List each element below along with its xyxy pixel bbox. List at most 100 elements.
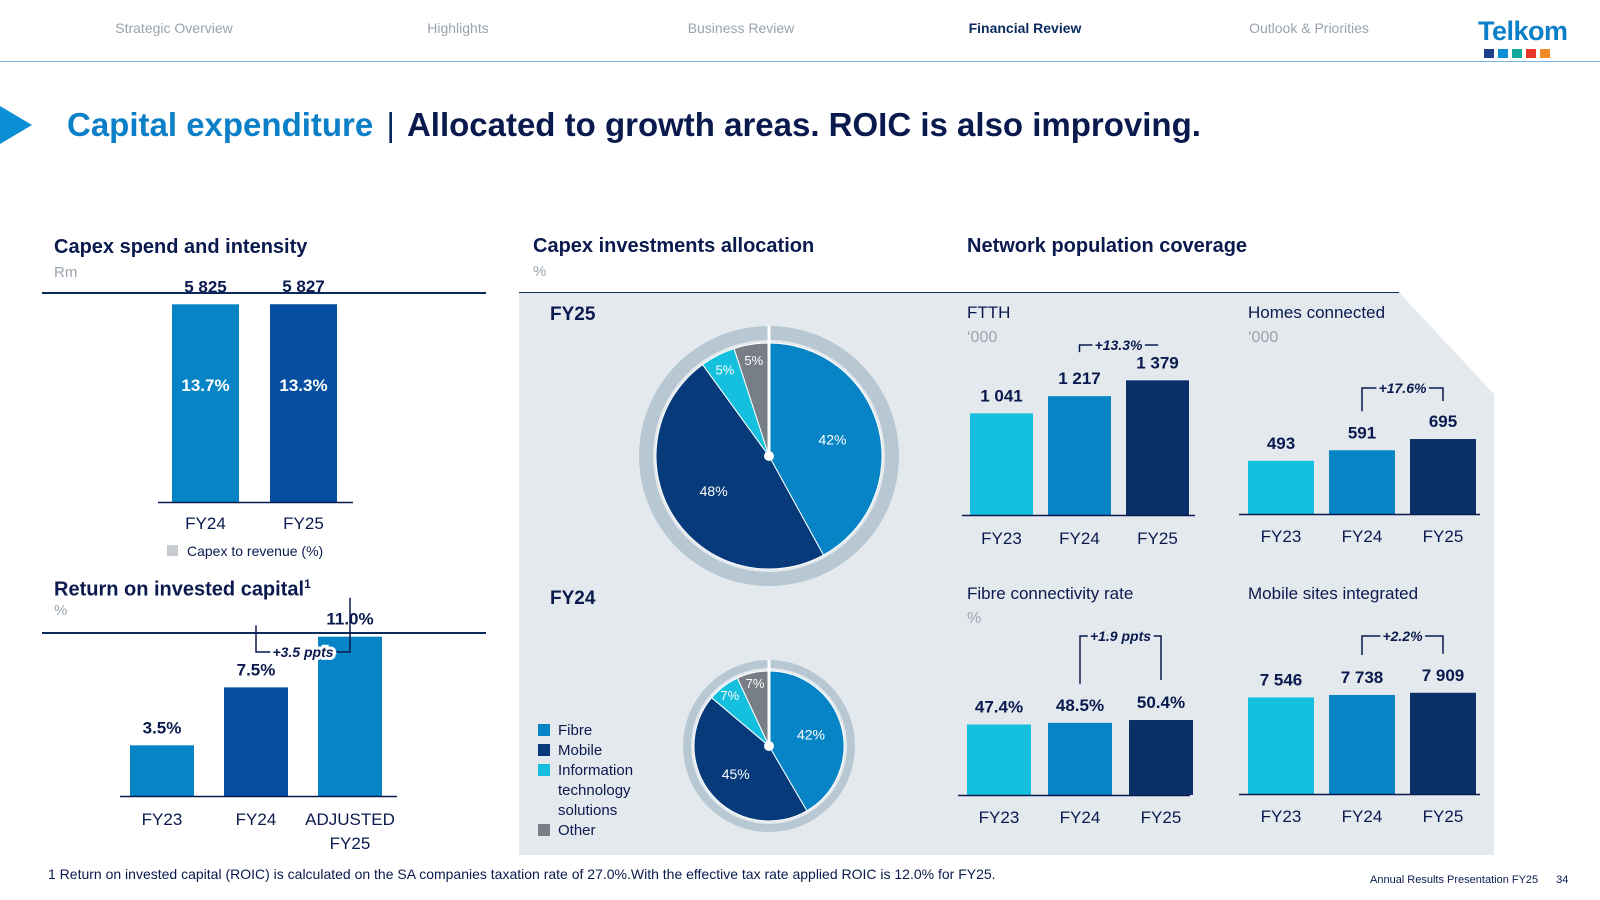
telkom-logo[interactable]: Telkom (1478, 16, 1578, 58)
mobile_sites-value-label: 7 546 (1260, 670, 1303, 689)
ftth-title: FTTH (967, 303, 1010, 322)
ftth-value-label: 1 379 (1136, 353, 1179, 372)
alloc-legend-label: Information (558, 762, 633, 779)
alloc-legend-label: technology (558, 782, 631, 799)
fibre_rate-title: Fibre connectivity rate (967, 584, 1133, 603)
alloc-legend: Fibre Mobile Information technology solution… (538, 722, 633, 839)
fibre_rate-bar (1129, 720, 1193, 795)
capex-category-label: FY25 (283, 514, 324, 533)
mobile_sites-category-label: FY24 (1342, 807, 1383, 826)
capex-category-label: FY24 (185, 514, 226, 533)
capex-legend-swatch (167, 545, 178, 556)
homes-chart: 493 FY23 591 FY24 695 FY25 +17.6% (1239, 377, 1480, 546)
page-number: 34 (1556, 874, 1569, 886)
roic-bar (318, 636, 382, 796)
ftth-value-label: 1 217 (1058, 369, 1101, 388)
capex-intensity-label: 13.7% (181, 376, 229, 395)
mobile_sites-value-label: 7 909 (1422, 666, 1465, 685)
alloc-pie-slice (693, 696, 808, 822)
homes-bar (1329, 450, 1395, 514)
homes-value-label: 695 (1429, 412, 1457, 431)
alloc-pie-slice-label: 7% (746, 676, 765, 691)
alloc-pie-slice (655, 363, 825, 570)
homes-category-label: FY25 (1423, 527, 1464, 546)
capex-chart: 5 825 FY24 5 827 FY25 13.7% 13.3% Capex to rev… (158, 277, 353, 559)
fibre_rate-annotation-bracket (1079, 635, 1162, 684)
logo-dots (1484, 49, 1578, 58)
alloc-pie-slice (768, 342, 883, 556)
homes-value-label: 493 (1267, 434, 1295, 453)
top-navigation: Strategic Overview Highlights Business R… (0, 0, 1600, 62)
alloc-pie-slice-label: 45% (722, 766, 750, 782)
logo-dot (1512, 49, 1522, 58)
homes-bar (1248, 460, 1314, 514)
fibre_rate-value-label: 50.4% (1137, 693, 1185, 712)
alloc-pie-slice-label: 5% (744, 353, 763, 368)
alloc-legend-label: solutions (558, 802, 617, 819)
capex-bar (270, 304, 337, 502)
alloc-pie-slice (768, 670, 845, 812)
title-arrow-icon (0, 106, 32, 144)
fibre_rate-value-label: 47.4% (975, 697, 1023, 716)
alloc-legend-label: Mobile (558, 742, 602, 759)
alloc-legend-label: Fibre (558, 722, 592, 739)
mobile_sites-bar (1410, 692, 1476, 794)
fibre_rate-category-label: FY24 (1060, 808, 1101, 827)
nav-strategic-overview[interactable]: Strategic Overview (115, 20, 233, 36)
mobile_sites-title: Mobile sites integrated (1248, 584, 1418, 603)
ftth-bar (1048, 396, 1111, 515)
page-title: Capital expenditure | Allocated to growt… (67, 106, 1201, 144)
nav-highlights[interactable]: Highlights (427, 20, 489, 36)
homes-unit: ‘000 (1248, 329, 1278, 346)
fibre_rate-category-label: FY23 (979, 808, 1020, 827)
capex-intensity-label: 13.3% (279, 376, 327, 395)
footer-label: Annual Results Presentation FY25 (1370, 874, 1539, 886)
alloc-pie-slice-label: 48% (700, 483, 728, 499)
homes-annotation-label: +17.6% (1379, 380, 1427, 396)
fibre_rate-bar (967, 724, 1031, 795)
capex-unit: Rm (54, 264, 78, 281)
homes-annotation-bracket (1361, 387, 1444, 412)
nav-outlook-priorities[interactable]: Outlook & Priorities (1249, 20, 1369, 36)
mobile_sites-annotation-label: +2.2% (1382, 628, 1423, 644)
logo-dot (1498, 49, 1508, 58)
alloc-pie-fy24: FY24 42% 45% 7% 7% (550, 588, 855, 832)
footnote: 1 Return on invested capital (ROIC) is c… (48, 866, 996, 882)
alloc-legend-swatch (538, 744, 550, 756)
fibre_rate-unit: % (967, 610, 981, 627)
logo-dot (1526, 49, 1536, 58)
network-divider (519, 292, 1399, 294)
capex-divider (42, 292, 486, 294)
alloc-pie-fy25: FY25 42% 48% 5% 5% (550, 304, 899, 586)
roic-unit: % (54, 602, 68, 619)
mobile_sites-category-label: FY23 (1261, 807, 1302, 826)
mobile_sites-bar (1248, 697, 1314, 794)
nav-financial-review[interactable]: Financial Review (968, 20, 1082, 36)
fibre_rate-bar (1048, 722, 1112, 795)
fibre_rate-chart: 47.4% FY23 48.5% FY24 50.4% FY25 +1.9 ppts (958, 625, 1193, 827)
roic-category-label: FY23 (142, 810, 183, 829)
ftth-category-label: FY23 (981, 529, 1022, 548)
nav-business-review[interactable]: Business Review (687, 20, 795, 36)
roic-category-label: FY25 (330, 834, 371, 853)
roic-category-label: ADJUSTED (305, 810, 395, 829)
mobile_sites-category-label: FY25 (1423, 807, 1464, 826)
capex-bar (172, 304, 239, 502)
fibre_rate-value-label: 48.5% (1056, 696, 1104, 715)
alloc-title: Capex investments allocation (533, 235, 815, 257)
alloc-pie-center-dot (764, 741, 774, 751)
alloc-pie-year-label: FY24 (550, 588, 596, 609)
ftth-category-label: FY25 (1137, 529, 1178, 548)
alloc-pie-year-label: FY25 (550, 304, 596, 325)
alloc-legend-swatch (538, 764, 550, 776)
logo-dot (1484, 49, 1494, 58)
roic-title-sup: 1 (304, 577, 311, 591)
alloc-pie-slice-label: 42% (818, 432, 846, 448)
homes-category-label: FY23 (1261, 527, 1302, 546)
homes-value-label: 591 (1348, 423, 1376, 442)
title-sub: Allocated to growth areas. ROIC is also … (406, 106, 1201, 143)
alloc-pie-slice-label: 42% (797, 727, 825, 743)
title-main: Capital expenditure (67, 106, 374, 143)
mobile_sites-annotation-bracket (1361, 635, 1444, 655)
